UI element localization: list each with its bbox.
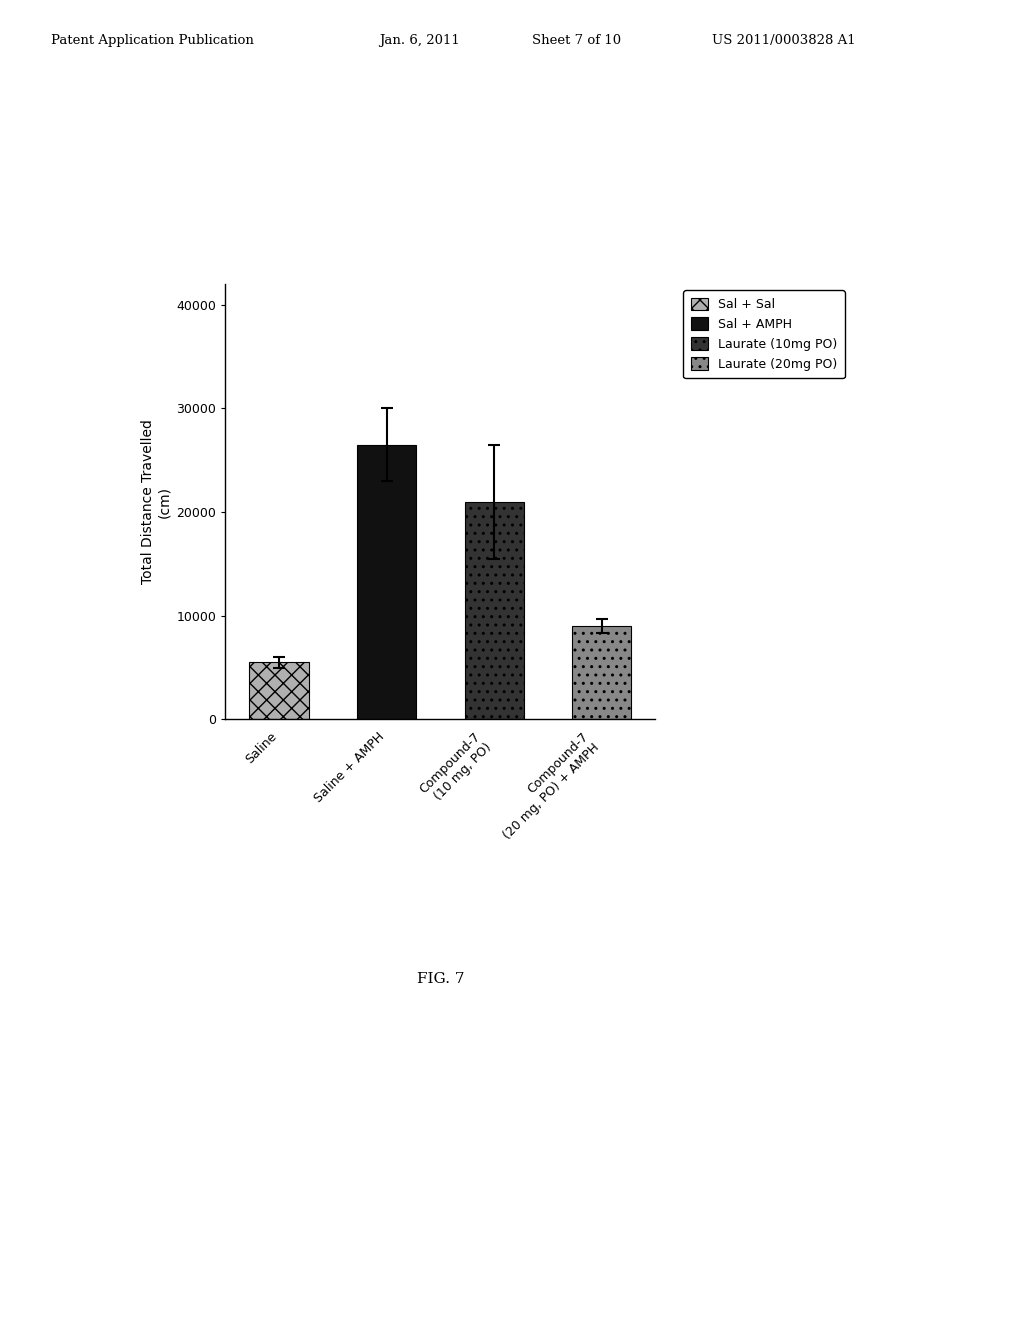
- Bar: [357, 445, 416, 719]
- Text: Patent Application Publication: Patent Application Publication: [51, 33, 254, 46]
- Y-axis label: Total Distance Travelled
(cm): Total Distance Travelled (cm): [140, 420, 171, 583]
- Text: Saline + AMPH: Saline + AMPH: [311, 730, 387, 805]
- Text: Saline: Saline: [243, 730, 279, 767]
- Text: FIG. 7: FIG. 7: [417, 973, 464, 986]
- Bar: [465, 502, 523, 719]
- Text: Sheet 7 of 10: Sheet 7 of 10: [532, 33, 622, 46]
- Bar: [250, 663, 308, 719]
- Legend: Sal + Sal, Sal + AMPH, Laurate (10mg PO), Laurate (20mg PO): Sal + Sal, Sal + AMPH, Laurate (10mg PO)…: [683, 290, 845, 379]
- Text: Compound-7
(10 mg, PO): Compound-7 (10 mg, PO): [418, 730, 495, 807]
- Text: Compound-7
(20 mg, PO) + AMPH: Compound-7 (20 mg, PO) + AMPH: [489, 730, 602, 842]
- Text: Jan. 6, 2011: Jan. 6, 2011: [379, 33, 460, 46]
- Text: US 2011/0003828 A1: US 2011/0003828 A1: [712, 33, 855, 46]
- Bar: [572, 626, 631, 719]
